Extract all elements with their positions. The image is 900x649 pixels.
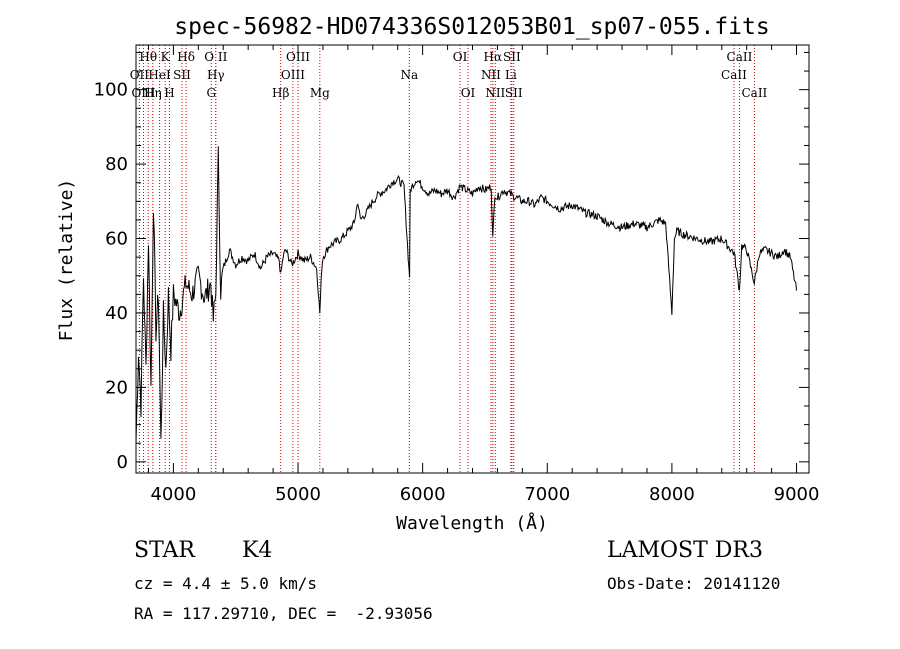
x-tick-label: 5000 (275, 484, 321, 505)
survey-name: LAMOST DR3 (607, 538, 763, 563)
object-subclass: K4 (242, 538, 273, 563)
line-annotation-label: O II (204, 50, 227, 64)
line-annotation-label: OIII (286, 50, 310, 64)
line-annotation-label: SII (505, 86, 523, 100)
y-tick-label: 60 (105, 229, 128, 250)
y-tick-label: 80 (105, 154, 128, 175)
line-annotation-label: OI (453, 50, 468, 64)
spectrum-line (135, 146, 797, 444)
line-annotation-label: Hη (144, 86, 162, 100)
x-axis-ticks: 4000 5000 6000 7000 8000 9000 (147, 45, 820, 505)
line-annotation-label: CaII (741, 86, 767, 100)
line-annotation-label: Hδ (177, 50, 195, 64)
y-tick-label: 100 (94, 80, 128, 101)
line-annotation-label: Li (505, 68, 517, 82)
line-annotation-label: G (206, 86, 216, 100)
line-annotation-label: NII (485, 86, 505, 100)
line-annotation-label: NII (481, 68, 501, 82)
chart-title: spec-56982-HD074336S012053B01_sp07-055.f… (174, 14, 769, 40)
y-axis-label: Flux (relative) (56, 179, 77, 342)
line-annotation-label: Mg (310, 86, 330, 100)
line-annotation-label: SII (173, 68, 191, 82)
line-annotation-label: HeI (148, 68, 171, 82)
line-annotation-label: SII (503, 50, 521, 64)
line-annotation-label: Hθ (139, 50, 157, 64)
line-annotation-label: Hβ (272, 86, 289, 100)
y-tick-label: 0 (117, 452, 128, 473)
line-annotation-label: OI (461, 86, 476, 100)
y-axis-ticks: 0 20 40 60 80 100 (94, 51, 809, 473)
line-annotation-label: Hγ (207, 68, 225, 82)
y-tick-label: 20 (105, 377, 128, 398)
redshift-velocity: cz = 4.4 ± 5.0 km/s (134, 574, 318, 593)
line-annotation-label: Na (400, 68, 418, 82)
object-class: STAR (134, 538, 195, 563)
line-annotation-label: OIII (131, 86, 155, 100)
coordinates: RA = 117.29710, DEC = -2.93056 (134, 604, 433, 623)
x-tick-label: 8000 (649, 484, 695, 505)
observation-date: Obs-Date: 20141120 (607, 574, 781, 593)
x-tick-label: 6000 (400, 484, 446, 505)
x-tick-label: 7000 (524, 484, 570, 505)
y-tick-label: 40 (105, 303, 128, 324)
x-axis-label: Wavelength (Å) (396, 512, 548, 534)
plot-frame (135, 44, 810, 474)
line-annotation-label: CaII (721, 68, 747, 82)
line-annotation-label: OII (130, 68, 150, 82)
x-tick-label: 9000 (774, 484, 820, 505)
line-annotation-label: H (164, 86, 174, 100)
line-annotation-label: OIII (281, 68, 305, 82)
line-annotation-label: CaII (727, 50, 753, 64)
line-annotation-label: Hα (484, 50, 503, 64)
x-tick-label: 4000 (150, 484, 196, 505)
line-annotation-label: K (161, 50, 171, 64)
